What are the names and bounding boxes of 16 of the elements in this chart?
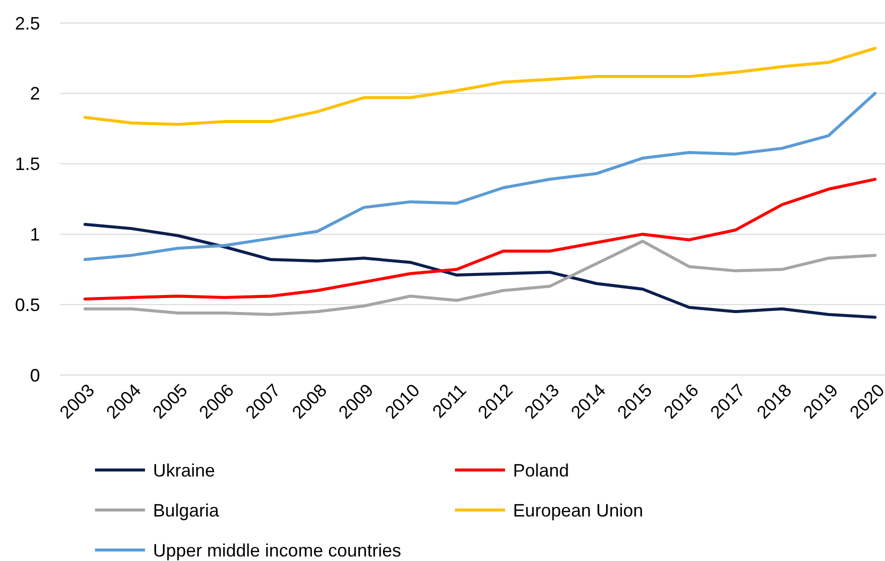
y-tick-label: 2.5 [14,13,40,34]
legend-label: Ukraine [153,460,216,480]
legend-label: Poland [513,460,570,480]
y-tick-label: 0.5 [14,294,40,315]
line-series [84,240,876,316]
legend-label: Bulgaria [153,500,220,520]
line-series [84,92,876,262]
legend-label: Upper middle income countries [153,540,402,560]
line-series [84,46,876,126]
y-tick-label: 1 [30,224,40,244]
y-tick-label: 2 [30,84,40,104]
line-series [84,178,876,300]
y-tick-label: 0 [30,365,40,386]
y-tick-label: 1.5 [14,154,40,174]
legend-label: European Union [513,500,644,520]
line-series [84,222,876,319]
